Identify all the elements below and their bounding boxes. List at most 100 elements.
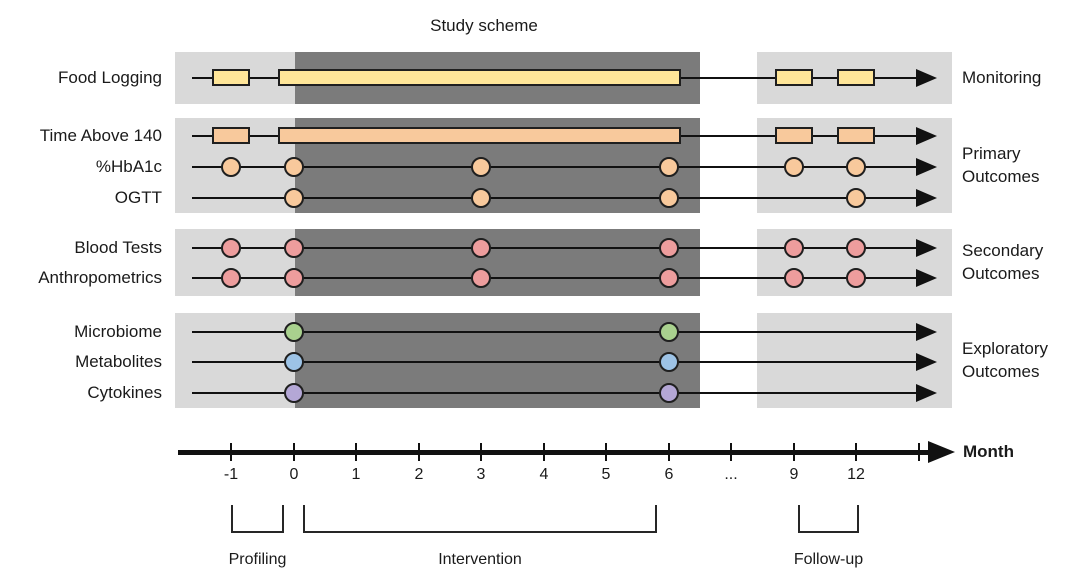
group-label-primary-outcomes: Primary Outcomes [962,144,1040,186]
row-timeline-blood-tests [192,247,920,249]
row-arrow-icon [916,158,937,176]
bracket-left-edge [303,505,305,531]
continuous-bar-time-above-140 [278,127,681,144]
bracket-right-edge [857,505,859,531]
axis-tick-label: 1 [351,466,361,483]
month-axis-line [178,450,928,455]
axis-tick [480,443,482,461]
timepoint-box-month--1 [212,69,250,86]
timepoint-circle-month-9 [784,238,804,258]
axis-tick [730,443,732,461]
row-label-hba1c: %HbA1c [95,157,162,176]
row-label-microbiome: Microbiome [74,322,162,341]
row-label-ogtt: OGTT [114,188,162,207]
row-timeline-anthropometrics [192,277,920,279]
row-label-blood-tests: Blood Tests [74,238,162,257]
timepoint-circle-month-6 [659,268,679,288]
timepoint-circle-month-12 [846,268,866,288]
bracket-right-edge [282,505,284,531]
group-label-exploratory-outcomes: Exploratory Outcomes [962,339,1048,381]
group-label-secondary-outcomes: Secondary Outcomes [962,241,1044,283]
timepoint-circle-month-6 [659,322,679,342]
row-arrow-icon [916,189,937,207]
row-timeline-microbiome [192,331,920,333]
bracket-bottom-edge [231,531,284,533]
timepoint-circle-month-0 [284,268,304,288]
axis-tick-label: 4 [539,466,549,483]
timepoint-circle-month-6 [659,383,679,403]
timepoint-circle-month-0 [284,383,304,403]
row-arrow-icon [916,239,937,257]
timepoint-circle-month-0 [284,157,304,177]
timepoint-circle-month-0 [284,322,304,342]
month-axis-arrow-icon [928,441,955,463]
timepoint-circle-month-12 [846,238,866,258]
axis-tick-label: 0 [289,466,299,483]
axis-tick [418,443,420,461]
axis-tick-label: -1 [223,466,239,483]
timepoint-circle-month-6 [659,157,679,177]
row-timeline-ogtt [192,197,920,199]
timepoint-box-month-12 [837,69,875,86]
phase-label-profiling: Profiling [228,551,287,568]
row-label-cytokines: Cytokines [87,383,162,402]
axis-tick [230,443,232,461]
row-label-anthropometrics: Anthropometrics [38,268,162,287]
axis-tick-label: 12 [847,466,865,483]
timepoint-circle-month-9 [784,157,804,177]
row-label-time-above-140: Time Above 140 [39,126,162,145]
axis-tick [605,443,607,461]
axis-tick [543,443,545,461]
axis-tick [293,443,295,461]
bracket-bottom-edge [303,531,657,533]
phase-label-follow-up: Follow-up [793,551,864,568]
axis-tick [355,443,357,461]
row-timeline-hba1c [192,166,920,168]
timepoint-circle-month-0 [284,352,304,372]
row-arrow-icon [916,323,937,341]
timepoint-circle-month-6 [659,238,679,258]
timepoint-circle-month-3 [471,238,491,258]
bracket-bottom-edge [798,531,859,533]
bracket-left-edge [231,505,233,531]
phase-band-intervention [295,229,700,296]
phase-label-intervention: Intervention [438,551,522,568]
axis-tick [855,443,857,461]
axis-tick-label: 6 [664,466,674,483]
timepoint-box-month-9 [775,69,813,86]
timepoint-circle-month-9 [784,268,804,288]
row-timeline-metabolites [192,361,920,363]
axis-tick [918,443,920,461]
timepoint-circle-month--1 [221,238,241,258]
timepoint-box-month--1 [212,127,250,144]
timepoint-circle-month--1 [221,157,241,177]
axis-tick-label: 3 [476,466,486,483]
timepoint-circle-month-3 [471,188,491,208]
timepoint-circle-month-6 [659,352,679,372]
timepoint-box-month-9 [775,127,813,144]
row-label-food-logging: Food Logging [58,68,162,87]
timepoint-circle-month-12 [846,188,866,208]
timepoint-circle-month--1 [221,268,241,288]
axis-tick-label: 5 [601,466,611,483]
bracket-right-edge [655,505,657,531]
timepoint-circle-month-3 [471,157,491,177]
axis-tick [668,443,670,461]
continuous-bar-food-logging [278,69,681,86]
axis-tick-label: 2 [414,466,424,483]
axis-tick-label: 9 [789,466,799,483]
row-arrow-icon [916,353,937,371]
timepoint-circle-month-12 [846,157,866,177]
timepoint-circle-month-6 [659,188,679,208]
timepoint-box-month-12 [837,127,875,144]
bracket-left-edge [798,505,800,531]
row-timeline-cytokines [192,392,920,394]
row-arrow-icon [916,384,937,402]
axis-tick-label: ... [724,466,738,483]
row-arrow-icon [916,269,937,287]
group-label-monitoring: Monitoring [962,67,1042,87]
timepoint-circle-month-0 [284,238,304,258]
row-arrow-icon [916,127,937,145]
row-label-metabolites: Metabolites [75,352,162,371]
